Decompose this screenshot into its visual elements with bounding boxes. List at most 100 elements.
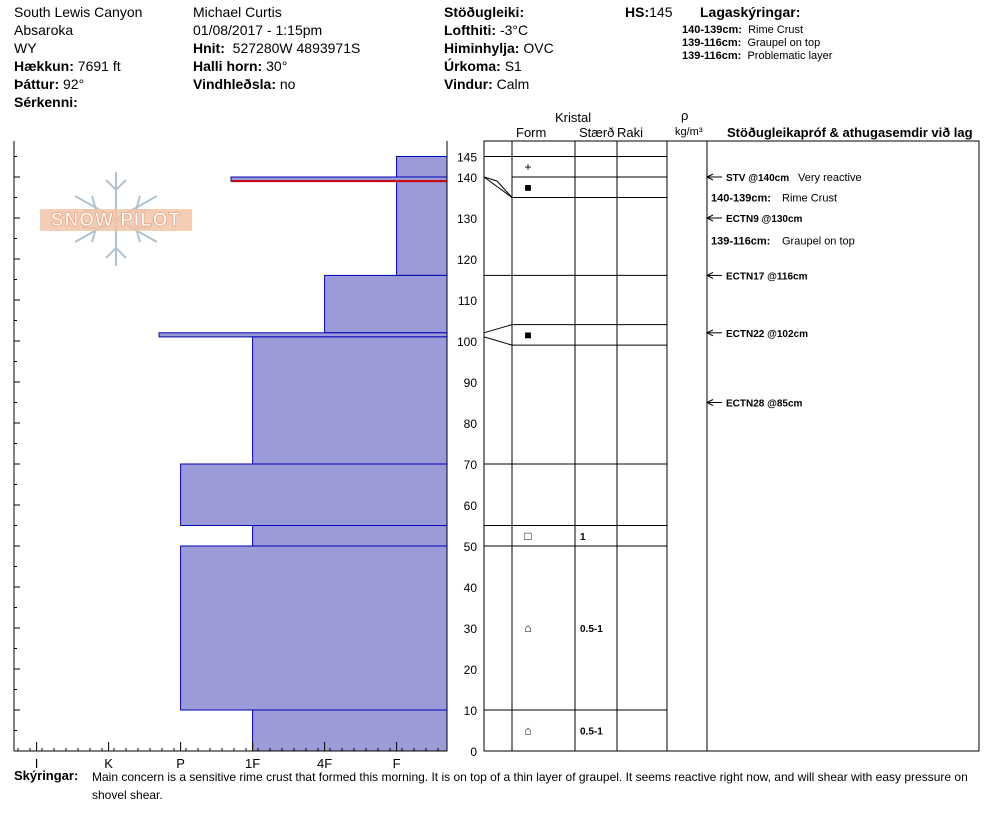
wind-label: Vindur: bbox=[444, 76, 493, 92]
layer-note-text: Graupel on top bbox=[747, 37, 821, 49]
layer-note-range: 139-116cm: bbox=[682, 50, 742, 62]
height-tick-label: 50 bbox=[464, 540, 478, 554]
height-tick-label: 20 bbox=[464, 663, 478, 677]
elevation-row: Hækkun: 7691 ft bbox=[14, 58, 121, 74]
hardness-bar bbox=[180, 545, 448, 711]
grain-form-symbol: + bbox=[524, 160, 531, 174]
height-tick-label: 40 bbox=[464, 581, 478, 595]
aspect-value: 92° bbox=[63, 76, 85, 92]
grain-form-symbol: ⌂ bbox=[524, 621, 531, 635]
hardness-bar bbox=[396, 180, 448, 276]
comments-text-line2: shovel shear. bbox=[92, 788, 163, 802]
hardness-bar bbox=[252, 336, 448, 465]
layer-note-range: 139-116cm: bbox=[682, 37, 742, 49]
crystal-header: Kristal bbox=[555, 110, 592, 125]
hs-label: HS: bbox=[625, 4, 650, 20]
hs-row: HS:145 bbox=[625, 4, 672, 20]
test-arrow bbox=[705, 329, 714, 337]
coords-label: Hnit: bbox=[193, 40, 225, 56]
stability-test-label: ECTN17 @116cm bbox=[726, 271, 808, 282]
hardness-tick-label: K bbox=[104, 756, 113, 771]
height-tick-label: 30 bbox=[464, 622, 478, 636]
legend-title: Lagaskýringar: bbox=[700, 4, 801, 20]
layer-connector bbox=[483, 324, 513, 334]
stability-row: Stöðugleiki: bbox=[444, 4, 524, 20]
aspect-label: Þáttur: bbox=[14, 76, 60, 92]
hardness-tick-label: F bbox=[393, 756, 401, 771]
hardness-bar bbox=[396, 156, 448, 178]
height-tick-label: 90 bbox=[464, 376, 478, 390]
tests-header: Stöðugleikapróf & athugasemdir við lag bbox=[727, 125, 973, 140]
elevation-value: 7691 ft bbox=[77, 58, 121, 74]
wind-loading-row: Vindhleðsla: no bbox=[193, 76, 295, 92]
observer-name: Michael Curtis bbox=[193, 4, 282, 20]
height-tick-label: 145 bbox=[457, 151, 477, 165]
sky-label: Himinhylja: bbox=[444, 40, 520, 56]
coords-row: Hnit: 527280W 4893971S bbox=[193, 40, 360, 56]
density-symbol: ρ bbox=[681, 108, 689, 123]
stability-test-label: ECTN9 @130cm bbox=[726, 214, 803, 225]
form-header: Form bbox=[516, 125, 547, 140]
height-tick-label: 120 bbox=[457, 253, 477, 267]
wind-value: Calm bbox=[496, 76, 530, 92]
stability-test-label: ECTN28 @85cm bbox=[726, 399, 803, 410]
height-tick-label: 80 bbox=[464, 417, 478, 431]
layer-comment-range: 140-139cm: bbox=[711, 193, 771, 205]
features-label: Sérkenni: bbox=[14, 94, 78, 110]
precip-value: S1 bbox=[504, 58, 522, 74]
mountain-range: Absaroka bbox=[14, 22, 74, 38]
layer-note-range: 140-139cm: bbox=[682, 24, 742, 36]
grain-form-symbol: ⌂ bbox=[524, 724, 531, 738]
layer-note-text: Rime Crust bbox=[748, 24, 804, 36]
precip-label: Úrkoma: bbox=[444, 58, 501, 74]
aspect-row: Þáttur: 92° bbox=[14, 76, 84, 92]
sky-row: Himinhylja: OVC bbox=[444, 40, 554, 56]
moisture-header: Raki bbox=[617, 125, 644, 140]
layer-note: 140-139cm: Rime Crust bbox=[682, 24, 803, 37]
slope-row: Halli horn: 30° bbox=[193, 58, 287, 74]
height-tick-label: 130 bbox=[457, 212, 477, 226]
layer-note-text: Problematic layer bbox=[747, 50, 833, 62]
hardness-tick-label: P bbox=[176, 756, 185, 771]
coords-value: 527280W 4893971S bbox=[232, 40, 361, 56]
hardness-tick-label: 1F bbox=[245, 756, 260, 771]
elevation-label: Hækkun: bbox=[14, 58, 74, 74]
wind-loading-label: Vindhleðsla: bbox=[193, 76, 276, 92]
layer-note: 139-116cm: Problematic layer bbox=[682, 50, 832, 63]
layer-connector bbox=[496, 180, 513, 198]
stability-test-label: STV @140cm bbox=[726, 173, 789, 184]
hardness-bar bbox=[252, 709, 448, 752]
sky-value: OVC bbox=[523, 40, 554, 56]
height-tick-label: 70 bbox=[464, 458, 478, 472]
layer-connector bbox=[483, 176, 498, 182]
layer-comment-range: 139-116cm: bbox=[711, 236, 770, 248]
height-tick-label: 10 bbox=[464, 704, 478, 718]
grain-form-symbol: ■ bbox=[524, 328, 531, 342]
air-temp-label: Lofthiti: bbox=[444, 22, 497, 38]
slope-label: Halli horn: bbox=[193, 58, 263, 74]
slope-value: 30° bbox=[266, 58, 288, 74]
test-arrow bbox=[705, 399, 714, 406]
hardness-tick-label: 4F bbox=[317, 756, 332, 771]
location-name: South Lewis Canyon bbox=[14, 4, 143, 20]
comments-text-line1: Main concern is a sensitive rime crust t… bbox=[92, 770, 968, 784]
density-unit: kg/m³ bbox=[675, 126, 703, 138]
size-header: Stærð bbox=[579, 125, 615, 140]
hardness-bar bbox=[158, 332, 448, 338]
height-tick-label: 60 bbox=[464, 499, 478, 513]
wind-loading-value: no bbox=[279, 76, 296, 92]
grain-size-value: 0.5-1 bbox=[580, 624, 603, 635]
grain-form-symbol: ■ bbox=[524, 180, 531, 194]
hardness-tick-label: I bbox=[35, 756, 39, 771]
grain-size-value: 1 bbox=[580, 532, 586, 543]
hardness-bar bbox=[180, 463, 448, 526]
height-tick-label: 0 bbox=[470, 745, 477, 759]
precip-row: Úrkoma: S1 bbox=[444, 58, 522, 74]
layer-note: 139-116cm: Graupel on top bbox=[682, 37, 820, 50]
test-arrow bbox=[705, 271, 714, 279]
wind-row: Vindur: Calm bbox=[444, 76, 529, 92]
layer-comment-text: Rime Crust bbox=[782, 193, 837, 205]
state: WY bbox=[14, 40, 37, 56]
profile-grid-frame bbox=[483, 140, 980, 752]
